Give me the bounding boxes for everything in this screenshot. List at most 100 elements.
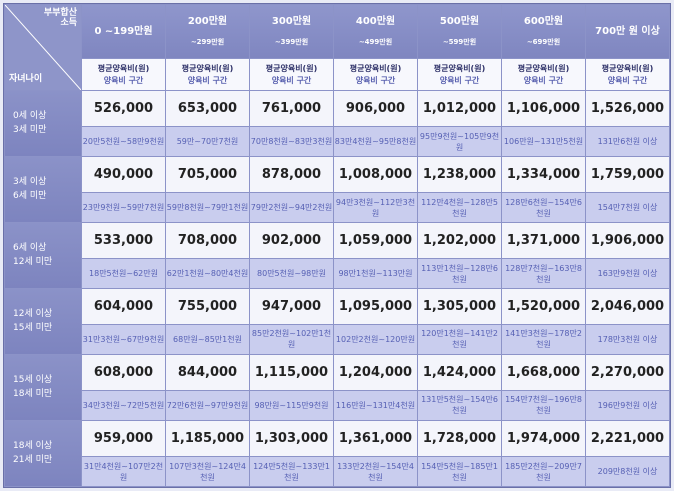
average-cost-cell: 2,046,000 xyxy=(586,288,669,325)
average-cost-cell: 1,202,000 xyxy=(418,222,501,259)
average-cost-cell: 1,204,000 xyxy=(334,354,417,391)
age-group-from: 12세 이상 xyxy=(13,309,53,320)
cost-range-cell: 106만원~131만5천원 xyxy=(502,127,585,156)
average-cost-label: 평균양육비(원) xyxy=(265,63,318,73)
average-cost-label: 평균양육비(원) xyxy=(433,63,486,73)
income-bracket-header: 0 ~199만원 xyxy=(82,5,165,58)
cost-range-cell: 23만9천원~59만7천원 xyxy=(82,193,165,222)
income-bracket-header: 200만원 ~299만원 xyxy=(166,5,249,58)
cost-range-cell: 59만8천원~79만1천원 xyxy=(166,193,249,222)
average-cost-cell: 2,270,000 xyxy=(586,354,669,391)
average-cost-cell: 878,000 xyxy=(250,156,333,193)
income-bracket-line2: ~699만원 xyxy=(526,37,561,46)
income-bracket-header: 300만원 ~399만원 xyxy=(250,5,333,58)
corner-income-label: 부부합산 소득 xyxy=(44,8,77,28)
average-cost-cell: 959,000 xyxy=(82,420,165,457)
table-row-range: 31만4천원~107만2천원 107만3천원~124만4천원 124만5천원~133… xyxy=(5,457,669,486)
cost-range-label: 양육비 구간 xyxy=(187,75,228,85)
cost-range-cell: 154만5천원~185만1천원 xyxy=(418,457,501,486)
cost-range-cell: 163만9천원 이상 xyxy=(586,259,669,288)
average-cost-cell: 1,185,000 xyxy=(166,420,249,457)
age-group-cell: 18세 이상 21세 미만 xyxy=(5,420,81,486)
corner-child-age-label: 자녀나이 xyxy=(9,74,43,84)
average-cost-cell: 1,974,000 xyxy=(502,420,585,457)
income-bracket-line1: 500만원 xyxy=(439,15,480,27)
cost-range-cell: 59만~70만7천원 xyxy=(166,127,249,156)
average-cost-cell: 608,000 xyxy=(82,354,165,391)
average-cost-cell: 708,000 xyxy=(166,222,249,259)
average-cost-cell: 947,000 xyxy=(250,288,333,325)
cost-range-cell: 95만9천원~105만9천원 xyxy=(418,127,501,156)
average-cost-cell: 604,000 xyxy=(82,288,165,325)
sub-header-cell: 평균양육비(원) 양육비 구간 xyxy=(502,59,585,90)
cost-range-cell: 34만3천원~72만5천원 xyxy=(82,391,165,420)
cost-range-cell: 120만1천원~141만2천원 xyxy=(418,325,501,354)
age-group-from: 3세 이상 xyxy=(13,177,47,188)
average-cost-cell: 844,000 xyxy=(166,354,249,391)
table-row-range: 31만3천원~67만9천원 68만원~85만1천원 85만2천원~102만1천원 10… xyxy=(5,325,669,354)
age-group-to: 12세 미만 xyxy=(13,257,53,268)
cost-range-cell: 131만6천원 이상 xyxy=(586,127,669,156)
table-row-average: 12세 이상 15세 미만 604,000 755,000 947,000 1,095,0… xyxy=(5,288,669,354)
corner-header-cell: 부부합산 소득 자녀나이 xyxy=(5,5,81,90)
sub-header-cell: 평균양육비(원) 양육비 구간 xyxy=(334,59,417,90)
income-bracket-line2: ~399만원 xyxy=(274,37,309,46)
cost-range-cell: 112만4천원~128만5천원 xyxy=(418,193,501,222)
average-cost-cell: 1,095,000 xyxy=(334,288,417,325)
child-support-table-frame: 부부합산 소득 자녀나이 0 ~199만원 200만원 ~299만원 300만원 ~39… xyxy=(3,3,671,488)
age-group-from: 0세 이상 xyxy=(13,111,47,122)
table-row-range: 23만9천원~59만7천원 59만8천원~79만1천원 79만2천원~94만2천원 9… xyxy=(5,193,669,222)
average-cost-cell: 1,906,000 xyxy=(586,222,669,259)
cost-range-label: 양육비 구간 xyxy=(523,75,564,85)
age-group-to: 3세 미만 xyxy=(13,125,47,136)
age-group-cell: 3세 이상 6세 미만 xyxy=(5,156,81,222)
average-cost-cell: 1,759,000 xyxy=(586,156,669,193)
cost-range-cell: 98만1천원~113만원 xyxy=(334,259,417,288)
sub-header-row: 평균양육비(원) 양육비 구간 평균양육비(원) 양육비 구간 평균양육비(원) 양육비 … xyxy=(5,59,669,90)
income-header-row: 부부합산 소득 자녀나이 0 ~199만원 200만원 ~299만원 300만원 ~39… xyxy=(5,5,669,90)
cost-range-cell: 62만1천원~80만4천원 xyxy=(166,259,249,288)
age-group-cell: 15세 이상 18세 미만 xyxy=(5,354,81,420)
income-bracket-line1: 600만원 xyxy=(523,15,564,27)
average-cost-cell: 1,238,000 xyxy=(418,156,501,193)
average-cost-cell: 1,526,000 xyxy=(586,91,669,127)
cost-range-cell: 102만2천원~120만원 xyxy=(334,325,417,354)
age-group-from: 6세 이상 xyxy=(13,243,47,254)
age-group-to: 18세 미만 xyxy=(13,389,53,400)
income-bracket-header: 400만원 ~499만원 xyxy=(334,5,417,58)
cost-range-cell: 154만7천원~196만8천원 xyxy=(502,391,585,420)
table-row-range: 34만3천원~72만5천원 72만6천원~97만9천원 98만원~115만9천원 11… xyxy=(5,391,669,420)
average-cost-label: 평균양육비(원) xyxy=(349,63,402,73)
average-cost-label: 평균양육비(원) xyxy=(517,63,570,73)
cost-range-cell: 128만7천원~163만8천원 xyxy=(502,259,585,288)
income-bracket-header: 600만원 ~699만원 xyxy=(502,5,585,58)
average-cost-cell: 2,221,000 xyxy=(586,420,669,457)
cost-range-label: 양육비 구간 xyxy=(439,75,480,85)
income-bracket-line1: 700만 원 이상 xyxy=(595,25,660,37)
child-support-table: 부부합산 소득 자녀나이 0 ~199만원 200만원 ~299만원 300만원 ~39… xyxy=(4,4,670,487)
corner-income-label-line1: 부부합산 xyxy=(43,8,77,18)
average-cost-cell: 1,305,000 xyxy=(418,288,501,325)
average-cost-cell: 1,361,000 xyxy=(334,420,417,457)
table-row-average: 18세 이상 21세 미만 959,000 1,185,000 1,303,000 1,3… xyxy=(5,420,669,486)
sub-header-cell: 평균양육비(원) 양육비 구간 xyxy=(418,59,501,90)
average-cost-cell: 1,303,000 xyxy=(250,420,333,457)
average-cost-label: 평균양육비(원) xyxy=(97,63,150,73)
cost-range-label: 양육비 구간 xyxy=(271,75,312,85)
age-group-to: 15세 미만 xyxy=(13,323,53,334)
cost-range-cell: 178만3천원 이상 xyxy=(586,325,669,354)
sub-header-cell: 평균양육비(원) 양육비 구간 xyxy=(586,59,669,90)
table-row-average: 15세 이상 18세 미만 608,000 844,000 1,115,000 1,204… xyxy=(5,354,669,420)
income-bracket-line2: ~599만원 xyxy=(442,37,477,46)
income-bracket-line1: 400만원 xyxy=(355,15,396,27)
age-group-cell: 12세 이상 15세 미만 xyxy=(5,288,81,354)
age-group-cell: 0세 이상 3세 미만 xyxy=(5,91,81,156)
cost-range-cell: 20만5천원~58만9천원 xyxy=(82,127,165,156)
average-cost-cell: 761,000 xyxy=(250,91,333,127)
cost-range-cell: 196만9천원 이상 xyxy=(586,391,669,420)
average-cost-cell: 1,008,000 xyxy=(334,156,417,193)
income-bracket-line2: ~499만원 xyxy=(358,37,393,46)
income-bracket-line1: 200만원 xyxy=(187,15,228,27)
cost-range-cell: 113만1천원~128만6천원 xyxy=(418,259,501,288)
average-cost-cell: 1,012,000 xyxy=(418,91,501,127)
